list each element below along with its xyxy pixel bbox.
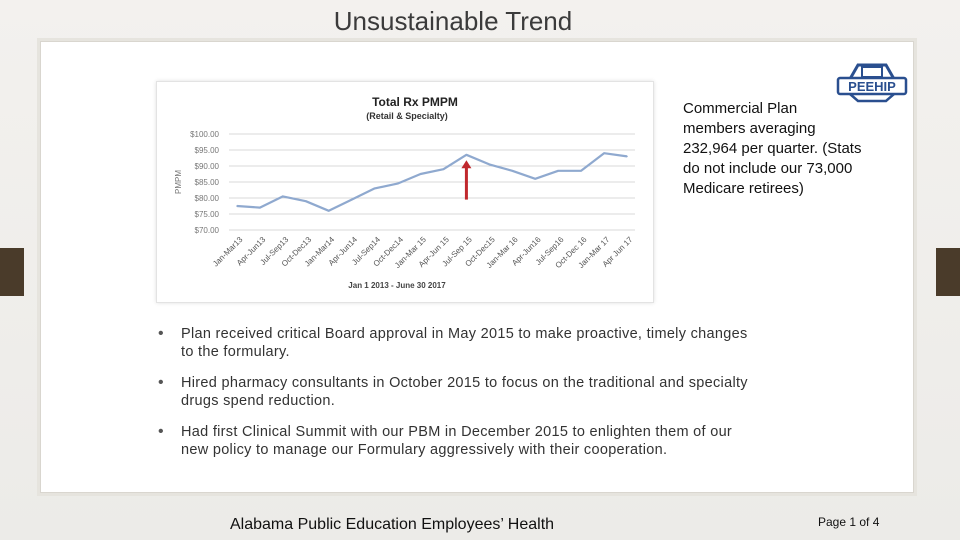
data-point — [534, 178, 537, 180]
data-point — [557, 170, 559, 172]
data-point — [396, 182, 399, 185]
logo-text: PEEHIP — [848, 79, 896, 94]
chart-title: Total Rx PMPM — [372, 95, 458, 109]
x-axis-label: Jan 1 2013 - June 30 2017 — [348, 281, 446, 290]
footer-organization: Alabama Public Education Employees’ Heal… — [230, 516, 555, 533]
x-tick-labels: Jan-Mar13Apr-Jun13Jul-Sep13Oct-Dec13Jan-… — [211, 235, 635, 270]
data-point — [419, 173, 422, 175]
bullet-text: Hired pharmacy consultants in October 20… — [181, 375, 748, 409]
bullet-icon: • — [158, 423, 164, 440]
y-tick-label: $80.00 — [195, 194, 220, 203]
y-tick-labels: $100.00 $95.00 $90.00 $85.00 $80.00 $75.00 $70… — [190, 130, 219, 235]
right-decorative-tab — [936, 248, 960, 296]
page-number: Page 1 of 4 — [818, 515, 880, 529]
peehip-logo: PEEHIP — [836, 63, 908, 103]
data-point — [580, 170, 582, 172]
content-frame: Total Rx PMPM (Retail & Specialty) PMPM … — [37, 38, 917, 496]
grid-lines — [229, 133, 635, 231]
bullet-text: Had first Clinical Summit with our PBM i… — [181, 424, 733, 458]
y-tick-label: $100.00 — [190, 130, 219, 139]
series-line — [236, 152, 628, 212]
slide-title: Unsustainable Trend — [333, 6, 573, 36]
bullet-item: • Plan received critical Board approval … — [158, 325, 758, 361]
data-point — [327, 210, 330, 212]
bullet-item: • Hired pharmacy consultants in October … — [158, 374, 758, 410]
data-point — [626, 155, 628, 158]
data-point — [305, 200, 307, 202]
y-tick-label: $70.00 — [195, 226, 220, 235]
data-point — [511, 170, 514, 172]
rx-pmpm-chart: Total Rx PMPM (Retail & Specialty) PMPM … — [156, 81, 654, 303]
y-tick-label: $75.00 — [195, 210, 220, 219]
y-axis-label: PMPM — [174, 170, 183, 194]
data-point — [603, 152, 605, 154]
bullet-icon: • — [158, 374, 164, 391]
bullet-icon: • — [158, 325, 164, 342]
data-point — [442, 168, 445, 170]
bullet-text: Plan received critical Board approval in… — [181, 326, 748, 360]
series-path — [236, 152, 628, 212]
chart-subtitle: (Retail & Specialty) — [366, 111, 448, 121]
bullet-item: • Had first Clinical Summit with our PBM… — [158, 423, 758, 459]
y-tick-label: $95.00 — [195, 146, 220, 155]
increase-arrow — [461, 160, 472, 200]
data-point — [465, 154, 468, 156]
membership-callout: Commercial Plan members averaging 232,96… — [683, 100, 862, 197]
data-point — [259, 206, 261, 209]
data-point — [488, 163, 491, 166]
data-point — [350, 198, 353, 201]
data-point — [373, 187, 376, 190]
y-tick-label: $90.00 — [195, 162, 220, 171]
data-point — [282, 195, 284, 198]
bullet-list: • Plan received critical Board approval … — [158, 325, 758, 472]
chart-canvas: Total Rx PMPM (Retail & Specialty) PMPM … — [174, 95, 635, 290]
left-decorative-tab — [0, 248, 24, 296]
data-point — [236, 205, 238, 207]
y-tick-label: $85.00 — [195, 178, 220, 187]
arrow-head — [461, 160, 472, 169]
